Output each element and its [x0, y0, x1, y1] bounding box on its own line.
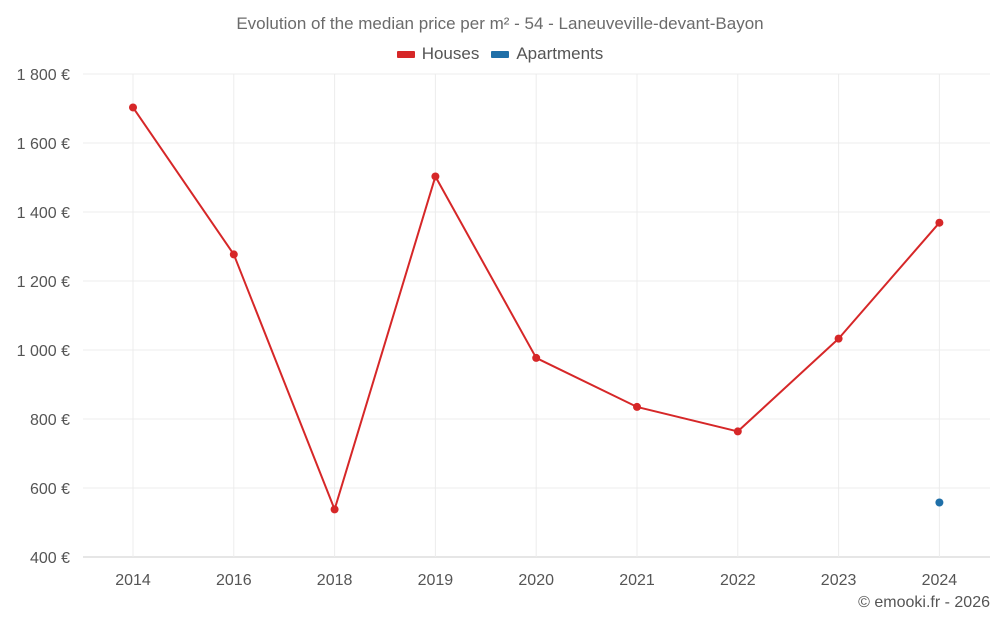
data-point-houses [129, 103, 137, 112]
legend-item-houses[interactable]: Houses [396, 44, 480, 64]
y-tick-label: 1 000 € [17, 343, 70, 360]
legend-swatch-apartments [491, 50, 510, 58]
data-point-houses [935, 218, 944, 227]
data-point-houses [330, 505, 339, 514]
data-point-apartments [935, 498, 944, 507]
legend-label-houses: Houses [421, 44, 480, 63]
data-point-houses [733, 427, 742, 436]
y-tick-label: 600 € [30, 481, 70, 498]
y-tick-label: 1 400 € [17, 205, 70, 222]
data-point-houses [229, 250, 238, 259]
x-tick-label: 2023 [821, 572, 857, 589]
x-tick-label: 2016 [216, 572, 252, 589]
x-tick-label: 2020 [518, 572, 554, 589]
credit-text: © emooki.fr - 2026 [858, 594, 990, 611]
chart-legend: Houses Apartments [0, 44, 1000, 64]
x-tick-label: 2021 [619, 572, 655, 589]
x-tick-label: 2022 [720, 572, 756, 589]
legend-swatch-houses [396, 50, 415, 58]
legend-item-apartments[interactable]: Apartments [491, 44, 603, 64]
y-tick-label: 1 600 € [17, 136, 70, 153]
x-tick-label: 2024 [922, 572, 958, 589]
y-tick-label: 800 € [30, 412, 70, 429]
chart-title: Evolution of the median price per m² - 5… [236, 14, 764, 33]
data-point-houses [532, 353, 541, 362]
x-tick-label: 2014 [115, 572, 151, 589]
legend-label-apartments: Apartments [516, 44, 604, 63]
y-tick-label: 1 800 € [17, 67, 70, 84]
data-point-houses [431, 172, 440, 181]
x-tick-label: 2019 [418, 572, 454, 589]
x-tick-label: 2018 [317, 572, 353, 589]
y-tick-label: 400 € [30, 550, 70, 567]
data-point-houses [633, 402, 641, 411]
data-point-houses [834, 334, 843, 343]
y-tick-label: 1 200 € [17, 274, 70, 291]
